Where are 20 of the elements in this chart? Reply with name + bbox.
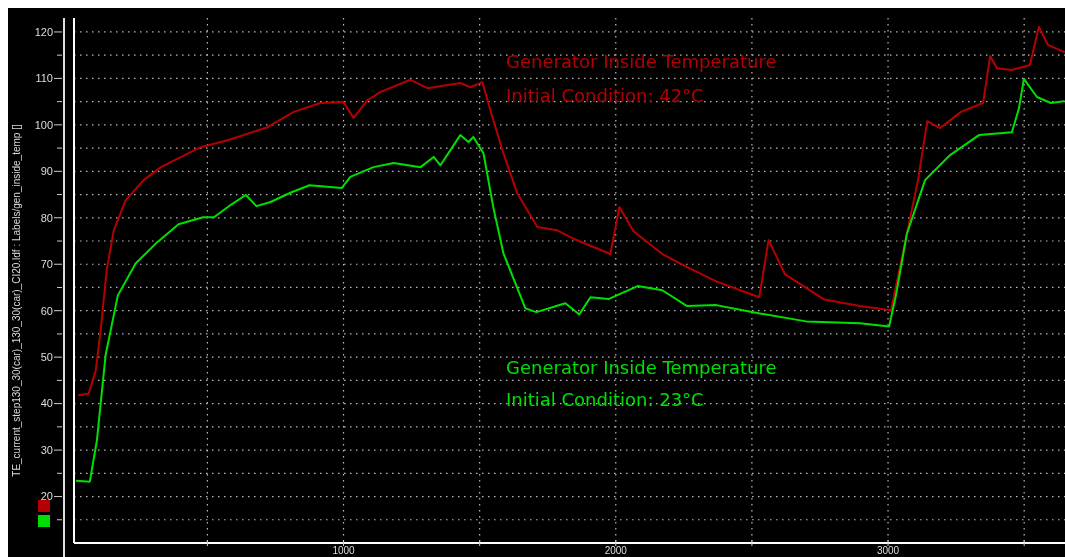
y-tick-label: 30 <box>40 443 53 456</box>
y-tick-label: 20 <box>40 490 53 503</box>
x-tick-label: 1000 <box>332 545 356 556</box>
annotation: Initial Condition: 42°C <box>506 85 704 107</box>
annotation: Generator Inside Temperature <box>506 357 777 379</box>
y-tick-label: 50 <box>40 351 53 364</box>
line-series <box>75 77 1065 483</box>
y-tick-label: 100 <box>34 118 53 131</box>
y-tick-label: 90 <box>40 165 53 178</box>
y-tick-label: 110 <box>35 72 53 85</box>
y-tick-label: 70 <box>40 258 53 271</box>
y-tick-label: 120 <box>34 25 53 38</box>
x-tick-label: 2000 <box>604 545 628 556</box>
y-axis-title: TE_current_step130_30(car)_130_30(car)_CI20.ldf : Labels/gen_inside_temp [] <box>11 124 22 477</box>
annotation: Generator Inside Temperature <box>506 51 777 73</box>
y-tick-label: 80 <box>40 211 53 224</box>
y-tick-label: 60 <box>40 304 53 317</box>
x-tick-label: 3000 <box>876 545 900 556</box>
y-tick-label: 40 <box>40 397 53 410</box>
annotation: Initial Condition: 23°C <box>506 389 704 411</box>
